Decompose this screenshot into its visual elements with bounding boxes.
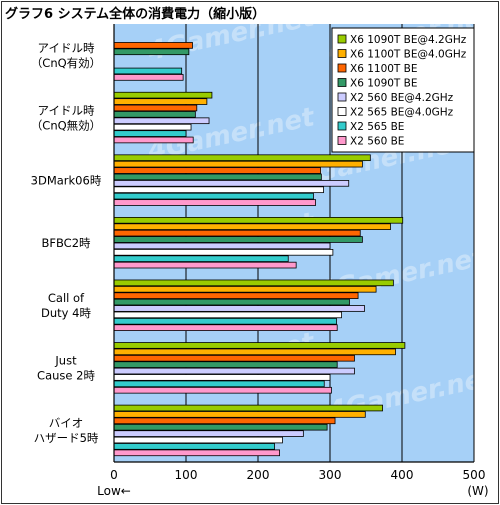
legend-entry: X2 565 BE@4.0GHz — [350, 107, 454, 119]
bar — [113, 74, 184, 81]
bar — [113, 48, 190, 56]
category-label: 3DMark06時 — [31, 173, 102, 187]
bar — [113, 104, 198, 112]
bar — [113, 411, 366, 418]
bar — [113, 285, 377, 293]
legend-entry: X2 560 BE@4.2GHz — [350, 92, 454, 104]
category-label: ハザード5時 — [34, 431, 99, 445]
x-tick-label: 200 — [247, 468, 270, 482]
category-label: Call of — [48, 291, 85, 305]
bar — [113, 354, 355, 362]
category-label: BFBC2時 — [41, 236, 91, 250]
category-label: Cause 2時 — [37, 369, 95, 383]
x-tick-label: 0 — [110, 468, 118, 482]
x-axis-note: Low← — [97, 484, 131, 498]
legend-box — [331, 27, 475, 153]
legend-entry: X6 1100T BE — [350, 63, 418, 75]
category-label: アイドル時 — [38, 41, 95, 55]
bar — [113, 67, 183, 75]
bar — [113, 380, 325, 388]
category-label: バイオ — [49, 416, 84, 430]
legend-swatch — [337, 63, 347, 73]
bar — [113, 136, 194, 144]
bar — [113, 367, 355, 375]
bar — [113, 342, 406, 349]
legend-entry: X2 560 BE — [350, 136, 404, 148]
bar — [113, 173, 322, 181]
category-label: Duty 4時 — [41, 306, 91, 320]
bar — [113, 223, 391, 231]
chart-title: グラフ6 システム全体の消費電力（縮小版） — [5, 7, 266, 22]
bar — [113, 298, 350, 306]
bar — [113, 130, 187, 137]
x-tick-label: 300 — [319, 468, 342, 482]
bar — [113, 430, 304, 437]
bar — [113, 98, 208, 105]
bar — [113, 242, 331, 250]
category-label: （CnQ無効） — [31, 118, 101, 132]
bar — [113, 186, 324, 194]
x-axis-unit: (W) — [467, 484, 488, 498]
legend-swatch — [337, 136, 347, 145]
bar — [113, 154, 371, 162]
bar — [113, 236, 363, 243]
bar — [113, 111, 196, 118]
bar — [113, 42, 193, 49]
bar — [113, 199, 317, 206]
category-label: （CnQ有効） — [31, 56, 101, 70]
legend-swatch — [337, 92, 347, 102]
bar — [113, 449, 281, 457]
bar — [113, 324, 338, 331]
legend-entry: X2 565 BE — [350, 121, 404, 133]
bar — [113, 348, 396, 356]
x-tick-label: 100 — [175, 468, 198, 482]
bar — [113, 248, 334, 256]
legend-entry: X6 1090T BE@4.2GHz — [350, 34, 467, 46]
bar — [113, 91, 213, 99]
bar — [113, 279, 394, 287]
bar — [113, 417, 336, 425]
bar — [113, 117, 210, 125]
legend-swatch — [337, 34, 347, 44]
bar — [113, 292, 359, 299]
bar — [113, 436, 283, 444]
bar — [113, 255, 289, 263]
bar — [113, 311, 342, 319]
category-label: Just — [54, 354, 77, 368]
bar — [113, 123, 192, 131]
category-label: アイドル時 — [38, 103, 95, 117]
bar — [113, 180, 350, 187]
bar — [113, 160, 363, 168]
bar — [113, 374, 331, 381]
legend-swatch — [337, 107, 347, 116]
x-tick-label: 500 — [463, 468, 486, 482]
bar — [113, 443, 275, 450]
bar — [113, 261, 297, 269]
bar — [113, 317, 337, 325]
x-tick-label: 400 — [391, 468, 414, 482]
legend-swatch — [337, 121, 347, 131]
legend-swatch — [337, 49, 347, 58]
bar — [113, 423, 328, 431]
bar — [113, 361, 338, 368]
legend-entry: X6 1090T BE — [350, 78, 418, 90]
bar — [113, 404, 383, 412]
bar — [113, 216, 404, 224]
legend-swatch — [337, 78, 347, 87]
legend-entry: X6 1100T BE@4.0GHz — [350, 49, 467, 61]
bar — [113, 167, 322, 174]
bar — [113, 192, 314, 200]
bar — [113, 229, 361, 237]
bar — [113, 305, 365, 312]
bar — [113, 386, 332, 394]
